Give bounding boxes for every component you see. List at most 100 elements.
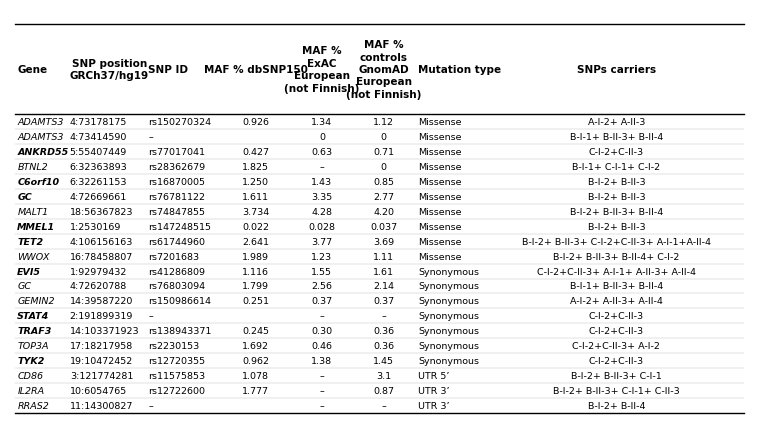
- Text: ANKRD55: ANKRD55: [17, 147, 68, 157]
- Text: C-I-2+C-II-3: C-I-2+C-II-3: [589, 147, 644, 157]
- Text: 1.250: 1.250: [242, 177, 269, 186]
- Text: –: –: [149, 312, 153, 321]
- Text: rs150270324: rs150270324: [149, 117, 212, 126]
- Text: 3:121774281: 3:121774281: [70, 372, 133, 381]
- Text: GC: GC: [17, 282, 31, 291]
- Text: B-I-2+ B-II-3+ C-I-2+C-II-3+ A-I-1+A-II-4: B-I-2+ B-II-3+ C-I-2+C-II-3+ A-I-1+A-II-…: [522, 237, 711, 246]
- Text: rs76803094: rs76803094: [149, 282, 206, 291]
- Text: –: –: [149, 401, 153, 410]
- Text: 1:92979432: 1:92979432: [70, 267, 127, 276]
- Text: ADAMTS3: ADAMTS3: [17, 132, 64, 141]
- Text: TET2: TET2: [17, 237, 43, 246]
- Text: UTR 3’: UTR 3’: [418, 401, 450, 410]
- Text: 5:55407449: 5:55407449: [70, 147, 127, 157]
- Text: MALT1: MALT1: [17, 207, 49, 216]
- Text: ADAMTS3: ADAMTS3: [17, 117, 64, 126]
- Text: 1.078: 1.078: [242, 372, 269, 381]
- Text: 17:18217958: 17:18217958: [70, 341, 133, 350]
- Text: 1.23: 1.23: [311, 252, 332, 261]
- Text: 3.69: 3.69: [373, 237, 395, 246]
- Text: rs77017041: rs77017041: [149, 147, 206, 157]
- Text: Gene: Gene: [17, 65, 47, 75]
- Text: B-I-2+ B-II-4: B-I-2+ B-II-4: [587, 401, 645, 410]
- Text: EVI5: EVI5: [17, 267, 41, 276]
- Text: SNPs carriers: SNPs carriers: [577, 65, 656, 75]
- Text: 0.46: 0.46: [311, 341, 332, 350]
- Text: rs16870005: rs16870005: [149, 177, 206, 186]
- Text: C6orf10: C6orf10: [17, 177, 59, 186]
- Text: 1.692: 1.692: [242, 341, 269, 350]
- Text: 0: 0: [381, 163, 387, 171]
- Text: 0.36: 0.36: [373, 341, 395, 350]
- Text: 0: 0: [381, 132, 387, 141]
- Text: 0.427: 0.427: [242, 147, 269, 157]
- Text: –: –: [320, 372, 324, 381]
- Text: Synonymous: Synonymous: [418, 356, 479, 366]
- Text: 0.962: 0.962: [242, 356, 269, 366]
- Text: 0.63: 0.63: [311, 147, 332, 157]
- Text: RRAS2: RRAS2: [17, 401, 49, 410]
- Text: WWOX: WWOX: [17, 252, 50, 261]
- Text: B-I-1+ B-II-3+ B-II-4: B-I-1+ B-II-3+ B-II-4: [570, 282, 663, 291]
- Text: Synonymous: Synonymous: [418, 297, 479, 306]
- Text: 1.34: 1.34: [311, 117, 332, 126]
- Text: 4.28: 4.28: [311, 207, 332, 216]
- Text: 0.85: 0.85: [373, 177, 395, 186]
- Text: –: –: [320, 387, 324, 396]
- Text: Missense: Missense: [418, 252, 461, 261]
- Text: C-I-2+C-II-3: C-I-2+C-II-3: [589, 356, 644, 366]
- Text: UTR 3’: UTR 3’: [418, 387, 450, 396]
- Text: 1.799: 1.799: [242, 282, 269, 291]
- Text: 14:39587220: 14:39587220: [70, 297, 133, 306]
- Text: Missense: Missense: [418, 222, 461, 231]
- Text: B-I-1+ B-II-3+ B-II-4: B-I-1+ B-II-3+ B-II-4: [570, 132, 663, 141]
- Text: Missense: Missense: [418, 117, 461, 126]
- Text: Missense: Missense: [418, 207, 461, 216]
- Text: 18:56367823: 18:56367823: [70, 207, 134, 216]
- Text: –: –: [320, 163, 324, 171]
- Text: 3.1: 3.1: [376, 372, 392, 381]
- Text: UTR 5’: UTR 5’: [418, 372, 449, 381]
- Text: rs28362679: rs28362679: [149, 163, 206, 171]
- Text: BTNL2: BTNL2: [17, 163, 48, 171]
- Text: 11:14300827: 11:14300827: [70, 401, 133, 410]
- Text: Missense: Missense: [418, 177, 461, 186]
- Text: B-I-2+ B-II-3: B-I-2+ B-II-3: [587, 222, 645, 231]
- Text: TOP3A: TOP3A: [17, 341, 49, 350]
- Text: 14:103371923: 14:103371923: [70, 327, 140, 336]
- Text: 10:6054765: 10:6054765: [70, 387, 127, 396]
- Text: Missense: Missense: [418, 192, 461, 201]
- Text: C-I-2+C-II-3+ A-I-1+ A-II-3+ A-II-4: C-I-2+C-II-3+ A-I-1+ A-II-3+ A-II-4: [537, 267, 696, 276]
- Text: 0.37: 0.37: [311, 297, 332, 306]
- Text: 0.028: 0.028: [308, 222, 335, 231]
- Text: GC: GC: [17, 192, 32, 201]
- Text: rs61744960: rs61744960: [149, 237, 206, 246]
- Text: –: –: [320, 312, 324, 321]
- Text: rs41286809: rs41286809: [149, 267, 206, 276]
- Text: 16:78458807: 16:78458807: [70, 252, 133, 261]
- Text: A-I-2+ A-II-3+ A-II-4: A-I-2+ A-II-3+ A-II-4: [570, 297, 663, 306]
- Text: MAF %
ExAC
European
(not Finnish): MAF % ExAC European (not Finnish): [284, 46, 360, 93]
- Text: 2.641: 2.641: [242, 237, 269, 246]
- Text: SNP ID: SNP ID: [149, 65, 188, 75]
- Text: rs147248515: rs147248515: [149, 222, 212, 231]
- Text: 2.77: 2.77: [373, 192, 395, 201]
- Text: 4:106156163: 4:106156163: [70, 237, 133, 246]
- Text: TYK2: TYK2: [17, 356, 45, 366]
- Text: 1.38: 1.38: [311, 356, 332, 366]
- Text: 4:72669661: 4:72669661: [70, 192, 127, 201]
- Text: MAF % dbSNP150: MAF % dbSNP150: [203, 65, 307, 75]
- Text: 1.61: 1.61: [373, 267, 395, 276]
- Text: Synonymous: Synonymous: [418, 267, 479, 276]
- Text: rs74847855: rs74847855: [149, 207, 206, 216]
- Text: Missense: Missense: [418, 132, 461, 141]
- Text: IL2RA: IL2RA: [17, 387, 44, 396]
- Text: 6:32363893: 6:32363893: [70, 163, 128, 171]
- Text: 1.825: 1.825: [242, 163, 269, 171]
- Text: 1.989: 1.989: [242, 252, 269, 261]
- Text: 4:73178175: 4:73178175: [70, 117, 127, 126]
- Text: 1:2530169: 1:2530169: [70, 222, 121, 231]
- Text: 1.43: 1.43: [311, 177, 332, 186]
- Text: B-I-2+ B-II-3+ B-II-4+ C-I-2: B-I-2+ B-II-3+ B-II-4+ C-I-2: [553, 252, 679, 261]
- Text: 0.251: 0.251: [242, 297, 269, 306]
